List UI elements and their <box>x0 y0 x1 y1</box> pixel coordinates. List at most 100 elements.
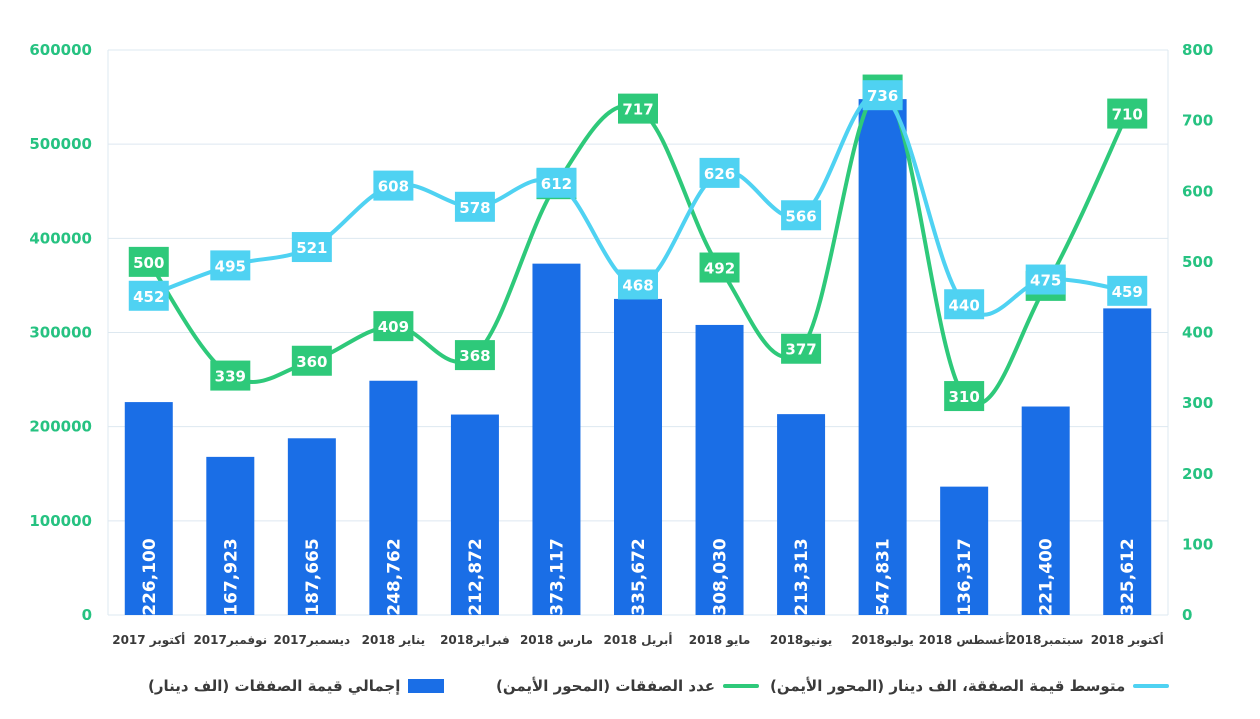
right-axis-tick-label: 800 <box>1182 41 1213 59</box>
avg-line-data-label: 626 <box>704 165 735 183</box>
bar <box>532 263 581 615</box>
x-axis-label: نوفمبر2017 <box>193 633 267 648</box>
x-axis-label: يناير 2018 <box>362 633 425 647</box>
bar <box>1021 406 1070 615</box>
bar <box>858 99 907 616</box>
legend-swatch-avg-value <box>1133 684 1170 688</box>
count-line-data-label: 710 <box>1112 106 1143 124</box>
bar <box>369 380 418 615</box>
legend-label-deal-count: عدد الصفقات (المحور الأيمن) <box>496 677 716 695</box>
legend-label-avg-value: متوسط قيمة الصفقة، الف دينار (المحور الأ… <box>770 677 1126 695</box>
bar <box>940 486 989 615</box>
bar-data-label: 226,100 <box>140 538 160 616</box>
count-line-data-label: 360 <box>296 353 327 371</box>
avg-line-marker <box>1025 264 1066 295</box>
x-axis-label: مارس 2018 <box>520 633 593 647</box>
right-axis-tick-label: 400 <box>1182 324 1213 342</box>
bar-data-label: 167,923 <box>221 538 241 615</box>
bar <box>124 402 173 615</box>
bar <box>450 414 499 615</box>
count-line-marker <box>454 340 495 371</box>
left-axis-tick-label: 400000 <box>29 229 92 247</box>
legend-item-avg-value: متوسط قيمة الصفقة، الف دينار (المحور الأ… <box>770 668 1170 704</box>
avg-line-data-label: 612 <box>541 175 572 193</box>
bar-data-label: 373,117 <box>547 538 567 615</box>
x-axis-label: مايو 2018 <box>689 633 751 648</box>
count-line-marker <box>373 311 414 342</box>
left-axis: 0 100000 200000 300000 400000 500000 600000 <box>29 41 92 624</box>
right-axis-tick-label: 700 <box>1182 112 1213 130</box>
count-line-data-label: 500 <box>133 254 164 272</box>
right-axis: 0 100 200 300 400 500 600 700 800 <box>1182 41 1213 624</box>
avg-line-series: 452 495 521 608 578 612 468 626 566 736 440 475 459 <box>128 80 1148 320</box>
avg-line-marker <box>291 232 332 263</box>
count-line-marker <box>944 381 985 412</box>
x-axis-labels: أكتوبر 2017 نوفمبر2017 ديسمبر2017 يناير 201… <box>112 632 1164 648</box>
x-axis-label: أبريل 2018 <box>604 632 673 647</box>
count-line-marker <box>1107 98 1148 129</box>
avg-line-marker <box>781 200 822 231</box>
count-line-data-label: 717 <box>622 101 653 119</box>
x-axis-label: ديسمبر2017 <box>273 633 350 647</box>
avg-line-marker <box>536 167 577 198</box>
count-line-marker <box>291 345 332 376</box>
avg-line-marker <box>862 80 903 111</box>
left-axis-tick-label: 500000 <box>29 135 92 153</box>
x-axis-label: أغسطس 2018 <box>919 632 1010 647</box>
count-line-data-label: 339 <box>215 368 246 386</box>
count-line-marker <box>781 333 822 364</box>
left-axis-tick-label: 100000 <box>29 512 92 530</box>
right-axis-tick-label: 100 <box>1182 535 1213 553</box>
legend-item-total-value: إجمالي قيمة الصفقات (الف دينار) <box>148 668 445 704</box>
avg-line-data-label: 521 <box>296 239 327 257</box>
bar-data-label: 136,317 <box>955 538 975 615</box>
avg-line-data-label: 475 <box>1030 272 1061 290</box>
bar-data-label: 308,030 <box>711 538 731 616</box>
bar <box>1103 308 1152 615</box>
avg-line-marker <box>128 280 169 311</box>
avg-line-marker <box>373 170 414 201</box>
avg-line-data-label: 468 <box>622 276 653 294</box>
bar-data-label: 325,612 <box>1118 538 1138 615</box>
legend-label-total-value: إجمالي قيمة الصفقات (الف دينار) <box>148 677 401 695</box>
bar-data-label: 547,831 <box>874 538 894 615</box>
avg-line-data-label: 452 <box>133 288 164 306</box>
avg-line-data-label: 495 <box>215 257 246 275</box>
count-line-data-label: 310 <box>948 388 979 406</box>
count-line-data-label: 409 <box>378 318 409 336</box>
count-line-marker <box>128 246 169 277</box>
bar-data-label: 187,665 <box>303 538 323 615</box>
legend-item-deal-count: عدد الصفقات (المحور الأيمن) <box>496 668 760 704</box>
x-axis-label: سبتمبر2018 <box>1008 633 1083 647</box>
left-axis-tick-label: 200000 <box>29 418 92 436</box>
right-axis-tick-label: 0 <box>1182 606 1192 624</box>
count-line-data-label: 377 <box>785 341 816 359</box>
legend: إجمالي قيمة الصفقات (الف دينار) عدد الصف… <box>0 668 1260 704</box>
avg-line-marker <box>454 191 495 222</box>
right-axis-tick-label: 200 <box>1182 465 1213 483</box>
left-axis-tick-label: 300000 <box>29 324 92 342</box>
bar-data-label: 335,672 <box>629 538 649 615</box>
x-axis-label: فبراير2018 <box>440 633 510 647</box>
x-axis-label: أكتوبر 2018 <box>1091 632 1164 648</box>
bar-data-label: 212,872 <box>466 538 486 615</box>
avg-line-marker <box>944 289 985 320</box>
bar-series <box>124 99 1152 616</box>
x-axis-label: أكتوبر 2017 <box>112 632 185 648</box>
avg-line-marker <box>210 250 251 281</box>
avg-line-marker <box>699 157 740 188</box>
avg-line-data-label: 459 <box>1112 283 1143 301</box>
right-axis-tick-label: 600 <box>1182 182 1213 200</box>
left-axis-tick-label: 600000 <box>29 41 92 59</box>
avg-line-data-label: 566 <box>785 207 816 225</box>
avg-line-data-label: 578 <box>459 199 490 217</box>
count-line-data-label: 368 <box>459 347 490 365</box>
bar <box>777 414 826 615</box>
avg-line-data-label: 736 <box>867 87 898 105</box>
count-line-data-label: 492 <box>704 260 735 278</box>
avg-line-data-label: 608 <box>378 178 409 196</box>
avg-line-data-label: 440 <box>948 296 979 314</box>
x-axis-label: يوليو2018 <box>851 633 913 648</box>
x-axis-label: يونيو2018 <box>770 633 832 648</box>
